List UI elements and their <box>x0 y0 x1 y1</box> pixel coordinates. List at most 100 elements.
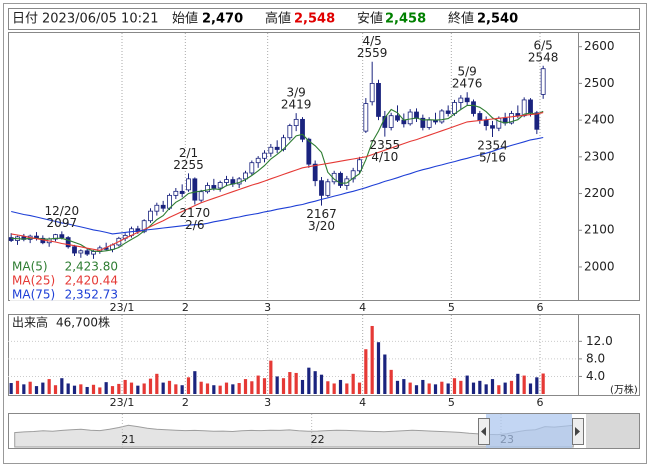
volume-bar <box>427 383 431 394</box>
volume-bar <box>66 383 70 394</box>
candle-body <box>217 182 223 189</box>
volume-bar <box>452 378 457 394</box>
volume-bar <box>243 379 248 394</box>
volume-bar <box>85 386 89 394</box>
right-arrow <box>575 427 580 436</box>
annotation-value: 2355 <box>370 138 401 152</box>
annotation-value: 2354 <box>477 138 508 152</box>
volume-bar <box>376 342 381 394</box>
candle-body <box>534 112 540 130</box>
volume-bar <box>231 384 235 394</box>
candle-body <box>179 190 185 194</box>
navigator-gutter <box>586 414 639 448</box>
volume-bar <box>351 373 355 394</box>
y-tick-label: 8.0 <box>586 351 605 365</box>
annotation-date: 3/20 <box>308 219 335 233</box>
field-label: 始値 <box>172 11 198 27</box>
volume-bar <box>142 383 146 394</box>
field-value: 2,540 <box>477 12 518 27</box>
candle-body <box>148 210 153 222</box>
volume-bar <box>319 374 324 394</box>
annotation-date: 4/10 <box>371 150 398 164</box>
volume-bar <box>117 383 121 394</box>
volume-bar <box>22 384 26 394</box>
candle-body <box>490 125 495 129</box>
candle-body <box>483 119 489 127</box>
volume-bar <box>180 385 184 394</box>
ma-line <box>11 104 544 253</box>
volume-bar <box>72 385 77 394</box>
candle-body <box>325 181 331 196</box>
navigator-window[interactable] <box>486 414 572 448</box>
field-label: 高値 <box>265 11 291 27</box>
candle-body <box>274 146 280 150</box>
volume-bar <box>250 381 254 394</box>
datetime: 2023/06/05 10:21 <box>42 12 159 27</box>
volume-bar <box>256 375 260 394</box>
candle-body <box>224 179 229 183</box>
annotation-date: 2/1 <box>179 146 198 160</box>
volume-panel <box>8 314 640 396</box>
volume-bar <box>541 373 545 394</box>
candle-body <box>262 152 267 159</box>
y-tick-label: 2100 <box>584 223 615 237</box>
volume-bar <box>484 384 488 394</box>
volume-bar <box>199 381 203 394</box>
volume-bar <box>516 373 520 394</box>
volume-bar <box>421 379 425 394</box>
candle-body <box>72 246 77 254</box>
candle-body <box>445 110 451 114</box>
annotation-date: 3/9 <box>287 86 306 100</box>
ma-line <box>11 112 544 251</box>
candle-body <box>338 172 343 186</box>
x-tick-label: 2 <box>182 396 189 409</box>
field-label: 安値 <box>357 11 383 27</box>
price-panel <box>8 32 640 301</box>
candle-body <box>521 99 527 117</box>
annotation-date: 12/20 <box>45 204 80 218</box>
volume-bar <box>471 382 476 394</box>
candle-body <box>471 101 476 114</box>
candle-body <box>540 68 546 95</box>
volume-bar <box>47 379 51 394</box>
volume-bar <box>262 378 267 394</box>
candle-body <box>243 172 248 180</box>
volume-bar <box>459 380 463 394</box>
volume-bar <box>123 379 127 394</box>
volume-bar <box>497 385 501 394</box>
y-tick-label: 12.0 <box>586 334 613 348</box>
y-tick-label: 4.0 <box>586 369 605 383</box>
candle-body <box>509 113 514 124</box>
x-tick-label: 6 <box>537 301 544 314</box>
annotation-date: 4/5 <box>363 34 382 48</box>
volume-bar <box>9 383 13 394</box>
candle-body <box>401 119 407 125</box>
left-arrow <box>481 427 486 436</box>
candle-body <box>141 220 147 233</box>
volume-bar <box>332 383 336 394</box>
volume-bar <box>104 382 108 394</box>
candle-body <box>91 251 96 255</box>
volume-bar <box>414 385 419 394</box>
volume-bar <box>41 382 45 394</box>
candle-body <box>350 170 356 180</box>
candle-body <box>154 204 160 212</box>
volume-bar <box>136 385 140 394</box>
candle-body <box>439 110 445 123</box>
volume-bar <box>503 382 507 394</box>
volume-bar <box>535 377 539 394</box>
volume-bar <box>98 387 102 394</box>
x-tick-label: 3 <box>264 396 271 409</box>
annotation-date: 2/6 <box>185 218 204 232</box>
volume-bar <box>269 360 273 394</box>
candle-body <box>464 97 470 103</box>
volume-bar <box>53 385 58 394</box>
legend-value: 2,420.44 <box>65 274 118 288</box>
field-label: 終値 <box>448 11 474 27</box>
volume-bar <box>79 384 83 394</box>
volume-bar <box>281 378 286 394</box>
candle-body <box>319 180 324 196</box>
candle-body <box>293 118 299 127</box>
candle-body <box>8 237 14 241</box>
